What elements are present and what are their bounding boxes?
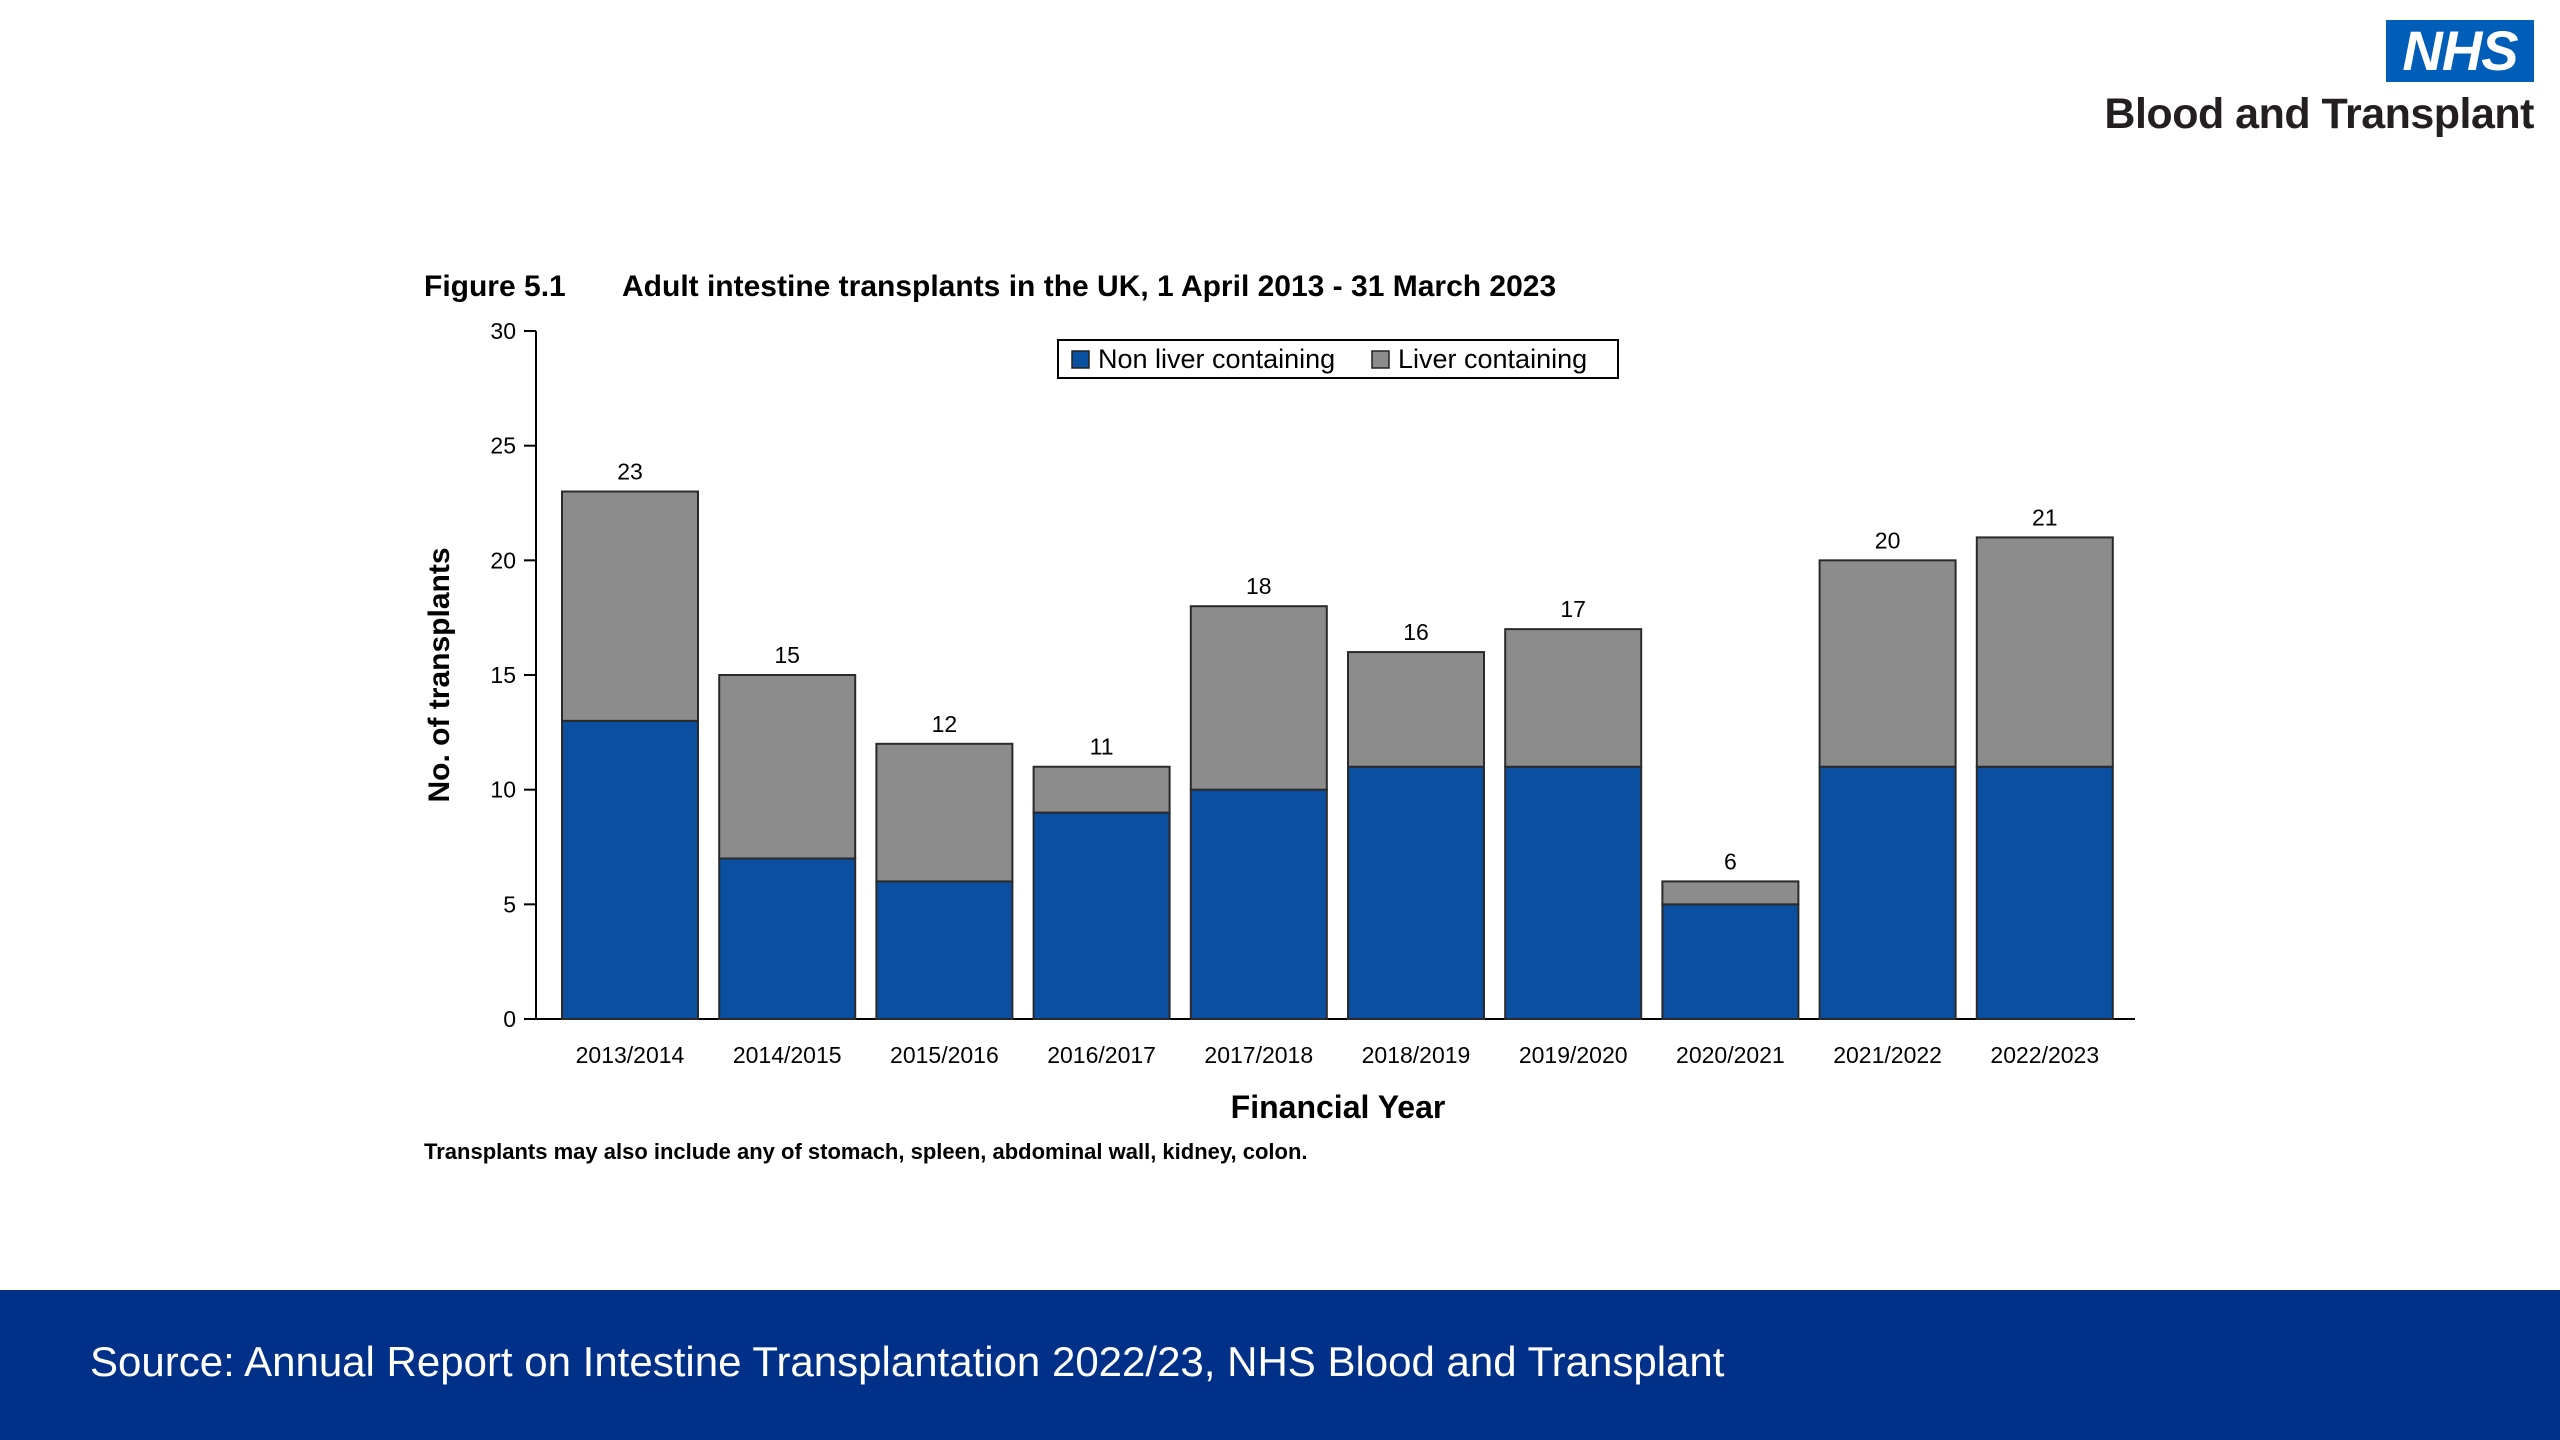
y-tick-label: 20 [490,547,516,573]
x-tick-label: 2017/2018 [1204,1042,1313,1068]
bar-segment-liver [875,742,1014,883]
bar-total-label: 17 [1560,596,1586,622]
bar-segment-non-liver [718,857,857,1021]
bar-segment-non-liver [1504,765,1643,1020]
bar-total-label: 18 [1246,573,1272,599]
bar-segment-non-liver [1975,765,2114,1020]
y-tick-label: 10 [490,777,516,803]
x-tick-label: 2019/2020 [1519,1042,1628,1068]
x-tick-label: 2021/2022 [1833,1042,1942,1068]
bar-total-label: 20 [1875,527,1901,553]
y-tick-label: 15 [490,662,516,688]
chart-marks: 0 5 10 15 20 25 30 23 2013/2014 15 2014/2015 12 2015… [490,318,2135,1068]
bar-segment-non-liver [1661,903,1800,1020]
x-tick-label: 2013/2014 [576,1042,685,1068]
bar-total-label: 21 [2032,504,2058,530]
legend-swatch-liver [1371,350,1390,369]
bar-segment-liver [1661,880,1800,906]
bar-total-label: 23 [617,459,643,485]
bar-segment-liver [718,674,857,860]
source-footer: Source: Annual Report on Intestine Trans… [0,1290,2560,1440]
bar-segment-liver [1347,651,1485,768]
x-axis-label: Financial Year [1231,1089,1446,1125]
bar-total-label: 6 [1724,848,1737,874]
bar-segment-non-liver [1818,765,1957,1020]
bar-segment-non-liver [1032,811,1171,1020]
bar-segment-liver [1818,559,1957,768]
legend-label-liver: Liver containing [1398,344,1587,374]
bar-total-label: 12 [932,711,958,737]
x-tick-label: 2016/2017 [1047,1042,1156,1068]
chart-title: Adult intestine transplants in the UK, 1… [622,270,1556,303]
bar-segment-liver [1975,536,2114,768]
bar-segment-liver [1504,628,1643,768]
y-axis-label: No. of transplants [423,547,456,802]
x-tick-label: 2014/2015 [733,1042,842,1068]
bar-segment-non-liver [561,719,699,1020]
legend-label-non-liver: Non liver containing [1098,344,1335,374]
figure-label: Figure 5.1 [424,270,566,303]
y-tick-label: 30 [490,318,516,344]
chart-container: Figure 5.1 Adult intestine transplants i… [423,270,2135,1164]
y-tick-label: 5 [503,891,516,917]
y-tick-label: 25 [490,433,516,459]
logo-org-name: Blood and Transplant [2104,90,2534,138]
bar-total-label: 15 [774,642,800,668]
bar-segment-liver [1032,765,1171,814]
x-tick-label: 2015/2016 [890,1042,999,1068]
bar-segment-non-liver [875,880,1014,1021]
y-tick-label: 0 [503,1006,516,1032]
nhs-logo-badge: NHS [2386,20,2534,82]
legend-swatch-non-liver [1071,350,1090,369]
stacked-bar-chart: Figure 5.1 Adult intestine transplants i… [423,270,2135,1164]
nhs-blood-and-transplant-logo: NHS Blood and Transplant [2104,20,2534,140]
chart-footnote: Transplants may also include any of stom… [424,1139,1308,1164]
bar-segment-liver [1189,605,1328,791]
bar-total-label: 11 [1090,734,1114,760]
x-tick-label: 2022/2023 [1990,1042,2099,1068]
x-tick-label: 2018/2019 [1362,1042,1471,1068]
legend-box [1057,339,1619,379]
bar-segment-non-liver [1189,788,1328,1021]
source-text: Source: Annual Report on Intestine Trans… [90,1338,1725,1385]
bar-segment-liver [561,490,699,722]
bar-total-label: 16 [1403,619,1429,645]
x-tick-label: 2020/2021 [1676,1042,1785,1068]
bar-segment-non-liver [1347,765,1485,1020]
